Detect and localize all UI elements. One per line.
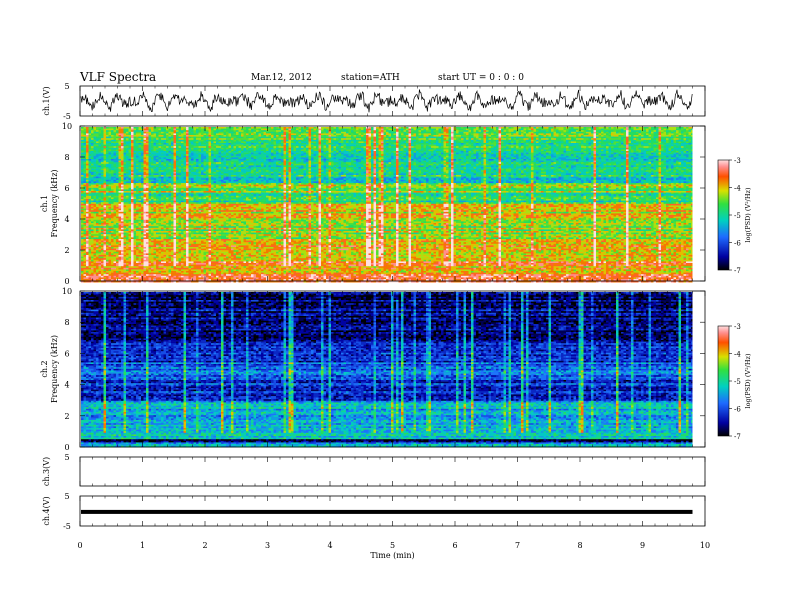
vlf-spectra-figure: VLF Spectra Mar.12, 2012 station=ATH sta… bbox=[0, 0, 792, 612]
ch4-waveform-trace bbox=[81, 510, 693, 514]
ch1-spectrogram-cells bbox=[81, 127, 693, 283]
plot-canvas: 5-5ch.1(V)5ch.3(V)5-5ch.4(V)0246810ch.1 F… bbox=[0, 0, 792, 612]
ch1-waveform-trace bbox=[81, 90, 692, 113]
